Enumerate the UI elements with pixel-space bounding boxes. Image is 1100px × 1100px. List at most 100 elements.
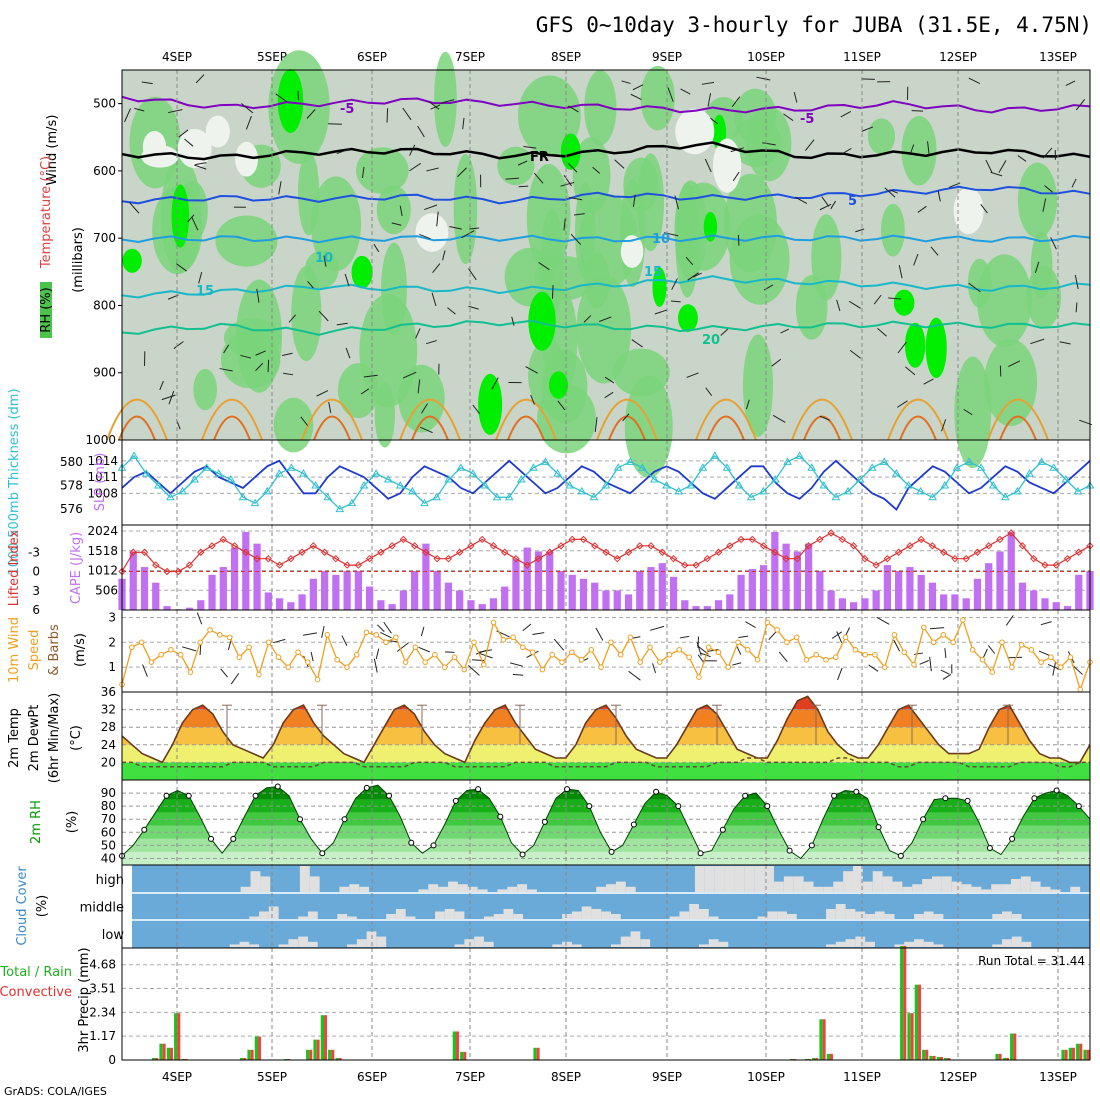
cape-bar (354, 570, 362, 610)
bottom-date-label: 9SEP (652, 1070, 682, 1084)
wind-barb (417, 125, 425, 138)
wind-barb (621, 80, 631, 84)
thickness-point (928, 492, 938, 501)
cloud-cell-high (260, 876, 271, 892)
thickness-point (1061, 475, 1071, 483)
lifted-index-point (163, 567, 171, 576)
isotherm-label: 15 (644, 265, 662, 280)
bottom-date-label: 6SEP (357, 1070, 387, 1084)
cloud-cell-high (625, 886, 636, 892)
thickness-point (879, 457, 889, 465)
lifted-index-point (838, 535, 847, 544)
ylabel-precip: 3hr Precip (mm) (77, 947, 92, 1052)
wind-barb (650, 625, 665, 631)
rh-shading-high (904, 322, 926, 368)
cloud-cell-middle (493, 914, 504, 919)
lifted-index-point (1018, 542, 1027, 550)
cape-bar (669, 576, 678, 610)
rh-shading (1017, 162, 1058, 239)
cape-bar (1030, 590, 1038, 610)
wind-barb (563, 218, 566, 231)
wind-speed-point (979, 656, 986, 663)
wind-barb (176, 263, 187, 272)
rh-shading (398, 364, 445, 433)
ylabel-rh2m: 2m RH (29, 800, 44, 844)
lifted-index-point (343, 561, 351, 569)
wind-barb (491, 377, 499, 390)
cloud-cell-middle (386, 914, 396, 919)
lifted-index-point (849, 542, 858, 550)
cloud-cell-high (773, 881, 784, 892)
lifted-index-point (692, 561, 700, 569)
wind-speed-point (754, 656, 761, 663)
wind-speed-point (314, 676, 321, 683)
wind-speed-point (256, 671, 262, 678)
thickness-point (432, 492, 441, 501)
precip-convective-bar (1064, 1049, 1068, 1060)
wind-speed-point (471, 639, 477, 646)
thickness-point (589, 492, 599, 501)
cloud-cell-low (278, 944, 289, 947)
wind-barb (191, 216, 199, 231)
pressure-tick-label: 500 (93, 97, 116, 111)
wind-barb (168, 390, 175, 405)
wind-barb (468, 305, 479, 310)
rh-legend-swatch (40, 282, 52, 338)
cloud-cell-low (718, 941, 729, 947)
cloud-cell-low (464, 939, 475, 947)
rh-shading (297, 151, 320, 236)
cloud-cell-high (497, 889, 508, 892)
cloud-cell-high (931, 876, 942, 892)
cloud-cell-high (882, 876, 893, 892)
wind-barb (819, 203, 832, 211)
wind-barb (944, 648, 947, 659)
cloud-cell-middle (914, 914, 924, 919)
cloud-cell-high (961, 884, 972, 892)
wind-barb (745, 399, 750, 410)
cape-bar (737, 574, 745, 610)
wind-barb (1034, 261, 1040, 274)
isotherm-label: FR (530, 150, 549, 165)
precip-total-bar (320, 1015, 325, 1060)
cloud-cell-middle (855, 911, 866, 919)
cape-bar (388, 604, 396, 610)
cloud-cell-low (620, 936, 631, 947)
ylabel-thickness: 1000-500mb Thickness (dm) (7, 388, 22, 575)
precip-total-bar (1061, 1049, 1065, 1060)
cloud-cell-middle (767, 911, 778, 919)
rh-point (897, 852, 904, 859)
wind-barb (461, 230, 475, 239)
wind-speed-point (1028, 646, 1035, 653)
wind-barb (241, 103, 254, 114)
rh-point (964, 797, 971, 804)
thickness-point (867, 463, 877, 471)
rh-shading (901, 115, 937, 186)
precip-tick-label: 4.68 (89, 958, 116, 972)
temp-band (122, 696, 1090, 710)
wind-barb (142, 664, 148, 677)
wind-speed-point (1057, 664, 1064, 670)
wind-barb (674, 195, 679, 210)
wind-speed-point (226, 634, 233, 641)
thickness-point (347, 498, 357, 507)
wind-barb (424, 204, 438, 211)
thickness-point (299, 469, 308, 477)
precip-convective-bar (331, 1049, 335, 1060)
cloud-cell-low (552, 944, 563, 947)
wind-speed-point (862, 651, 868, 658)
lifted-index-point (185, 561, 194, 569)
cloud-cell-low (483, 941, 494, 947)
precip-convective-bar (316, 1039, 320, 1060)
wind-barb (440, 99, 455, 104)
wind-speed-point (1038, 659, 1044, 665)
cloud-cell-middle (669, 916, 680, 919)
wind-speed-point (138, 639, 145, 646)
ylabel-cape: CAPE (J/kg) (69, 532, 84, 604)
wind-barb (430, 104, 441, 110)
precip-total-bar (313, 1039, 317, 1060)
cloud-cell-high (892, 881, 903, 892)
lifted-index-point (951, 554, 959, 563)
bottom-date-label: 12SEP (939, 1070, 977, 1084)
lifted-index-point (1041, 561, 1049, 569)
cloud-cell-high (764, 866, 774, 892)
